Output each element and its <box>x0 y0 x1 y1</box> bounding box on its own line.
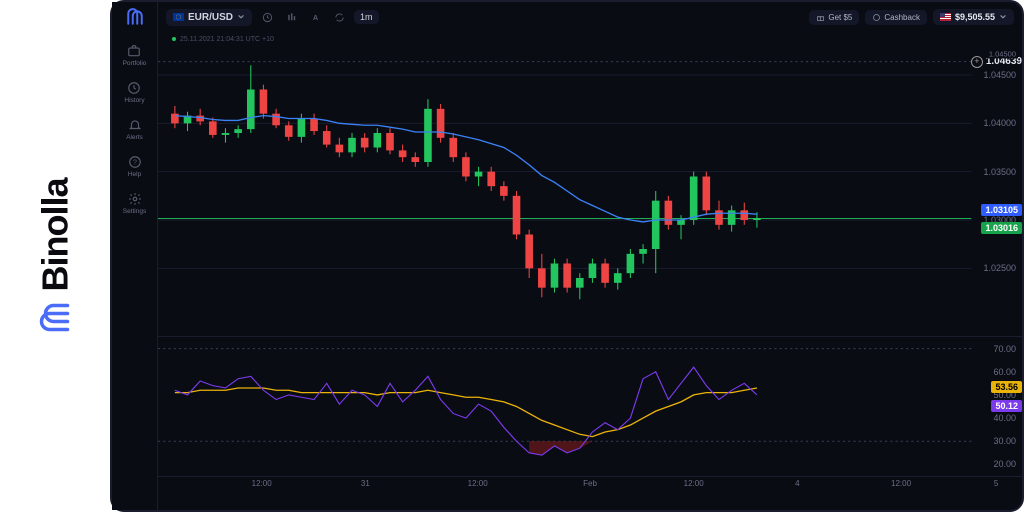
y-axis-label: 40.00 <box>991 413 1018 423</box>
balance-value: $9,505.55 <box>955 12 995 22</box>
briefcase-icon <box>127 44 141 58</box>
brand-name: Binolla <box>34 178 76 291</box>
chevron-down-icon <box>237 13 245 21</box>
y-axis-label: 1.03500 <box>981 167 1018 177</box>
app-frame: Portfolio History Alerts ? Help Settings… <box>110 0 1024 512</box>
y-axis-label: 20.00 <box>991 459 1018 469</box>
sidebar-item-settings[interactable]: Settings <box>123 192 147 215</box>
x-axis-label: 4 <box>795 479 799 488</box>
time-axis: 12:00 31 12:00 Feb 12:00 4 12:00 5 <box>158 476 1022 496</box>
help-icon: ? <box>128 155 142 169</box>
price-chart-panel[interactable]: 1.025001.030001.035001.040001.04500 + 1.… <box>158 46 1022 336</box>
sidebar-item-label: Portfolio <box>123 60 147 67</box>
app-logo-icon <box>126 8 144 26</box>
sidebar-item-history[interactable]: History <box>124 81 144 104</box>
bell-icon <box>128 118 142 132</box>
y-axis-label: 1.02500 <box>981 263 1018 273</box>
sidebar-item-label: History <box>124 97 144 104</box>
refresh-icon <box>334 12 345 23</box>
price-tag-green: 1.03016 <box>981 222 1022 234</box>
pair-label: EUR/USD <box>188 12 233 23</box>
y-axis-label: 30.00 <box>991 436 1018 446</box>
candles-button[interactable] <box>282 8 300 26</box>
y-axis-label: 1.04000 <box>981 118 1018 128</box>
gift-icon <box>816 13 825 22</box>
svg-text:?: ? <box>133 159 137 166</box>
x-axis-label: Feb <box>583 479 597 488</box>
clock-icon <box>262 12 273 23</box>
cashback-icon <box>872 13 881 22</box>
price-tag-blue: 1.03105 <box>981 204 1022 216</box>
sidebar-item-label: Help <box>128 171 141 178</box>
y-axis-label: 60.00 <box>991 367 1018 377</box>
svg-text:A: A <box>312 12 318 21</box>
x-axis-label: 12:00 <box>891 479 911 488</box>
get5-button[interactable]: Get $5 <box>809 10 859 25</box>
brand-logo-icon <box>39 302 71 334</box>
x-axis-label: 12:00 <box>684 479 704 488</box>
main-area: EUR/USD A 1m Get $5 Cashback $9,505 <box>158 2 1022 510</box>
clock-button[interactable] <box>258 8 276 26</box>
live-dot-icon <box>172 37 176 41</box>
rsi-chart-panel[interactable]: 20.0030.0040.0050.0060.0070.00 53.56 50.… <box>158 336 1022 476</box>
us-flag-icon <box>940 13 951 21</box>
x-axis-label: 12:00 <box>252 479 272 488</box>
x-axis-label: 31 <box>361 479 370 488</box>
history-icon <box>127 81 141 95</box>
timeframe-selector[interactable]: 1m <box>354 10 379 24</box>
plus-icon: + <box>971 56 983 68</box>
sidebar-item-portfolio[interactable]: Portfolio <box>123 44 147 67</box>
rsi-tag-yellow: 53.56 <box>991 381 1022 393</box>
timestamp-label: 25.11.2021 21:04:31 UTC +10 <box>180 36 274 43</box>
brand-strip: Binolla <box>0 0 110 512</box>
secondary-hint: 1.04500 <box>987 50 1018 59</box>
text-icon: A <box>310 12 321 23</box>
x-axis-label: 12:00 <box>468 479 488 488</box>
gear-icon <box>128 192 142 206</box>
info-bar: 25.11.2021 21:04:31 UTC +10 <box>158 32 1022 46</box>
rsi-tag-purple: 50.12 <box>991 400 1022 412</box>
sidebar: Portfolio History Alerts ? Help Settings <box>112 2 158 510</box>
candles-icon <box>286 12 297 23</box>
topbar: EUR/USD A 1m Get $5 Cashback $9,505 <box>158 2 1022 32</box>
x-axis-label: 5 <box>994 479 998 488</box>
y-axis-label: 1.04500 <box>981 70 1018 80</box>
text-tool-button[interactable]: A <box>306 8 324 26</box>
sidebar-item-label: Settings <box>123 208 147 215</box>
pair-selector[interactable]: EUR/USD <box>166 9 252 26</box>
sidebar-item-label: Alerts <box>126 134 143 141</box>
refresh-button[interactable] <box>330 8 348 26</box>
sidebar-item-alerts[interactable]: Alerts <box>126 118 143 141</box>
balance-chip[interactable]: $9,505.55 <box>933 9 1014 25</box>
eu-flag-icon <box>173 13 184 21</box>
cashback-button[interactable]: Cashback <box>865 10 927 25</box>
sidebar-item-help[interactable]: ? Help <box>128 155 142 178</box>
chevron-down-icon <box>999 13 1007 21</box>
chart-container: 1.025001.030001.035001.040001.04500 + 1.… <box>158 46 1022 510</box>
y-axis-label: 70.00 <box>991 344 1018 354</box>
